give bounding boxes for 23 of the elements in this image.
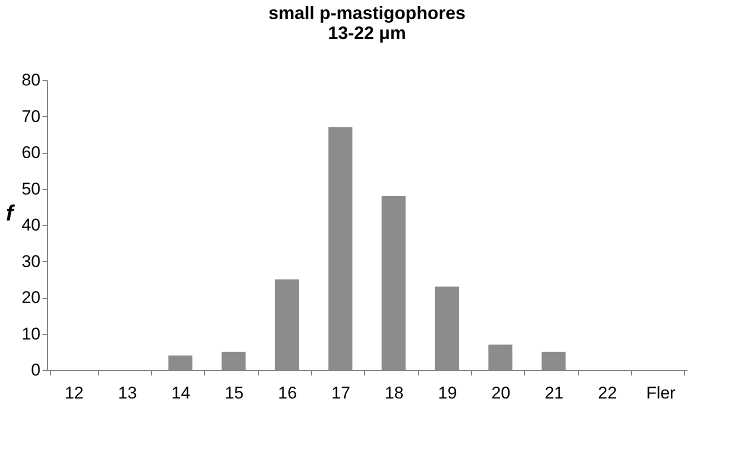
- y-tick-label: 70: [22, 106, 40, 126]
- y-tick-label: 30: [22, 252, 40, 271]
- x-tick-label: 16: [278, 384, 297, 402]
- x-tick-label: 19: [438, 384, 457, 402]
- x-tick-label: 18: [384, 384, 404, 402]
- x-tick-label: 22: [598, 384, 617, 402]
- y-tick-label: 50: [22, 179, 40, 198]
- y-tick-label: 0: [31, 360, 40, 380]
- y-axis-title: f: [6, 200, 16, 226]
- x-tick-label: 17: [331, 384, 350, 402]
- x-tick-label: 14: [171, 384, 190, 402]
- x-tick-label: 13: [118, 384, 137, 402]
- y-tick-label: 10: [22, 324, 40, 344]
- y-tick-label: 60: [22, 143, 40, 162]
- y-tick-label: 40: [22, 216, 40, 234]
- x-tick-label: 20: [491, 384, 510, 402]
- x-tick-label: Fler: [646, 384, 676, 402]
- x-tick-label: 21: [544, 384, 564, 402]
- y-tick-label: 80: [22, 70, 40, 90]
- chart-title: small p-mastigophores 13-22 μm: [268, 3, 466, 43]
- x-tick-label: 12: [64, 384, 84, 402]
- x-tick-label: 15: [224, 384, 244, 402]
- y-tick-label: 20: [22, 288, 40, 307]
